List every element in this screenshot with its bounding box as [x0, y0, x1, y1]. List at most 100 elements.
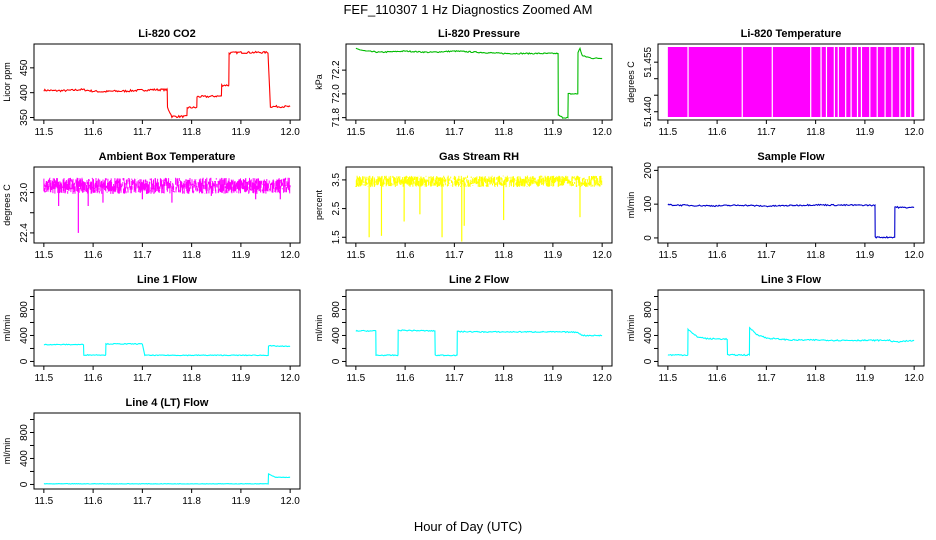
x-tick-label: 11.6 — [396, 127, 415, 138]
x-tick-label: 11.8 — [494, 250, 513, 261]
x-tick-label: 11.8 — [182, 127, 201, 138]
panel-title: Line 3 Flow — [761, 274, 821, 286]
x-tick-label: 11.5 — [346, 127, 365, 138]
x-tick-label: 11.5 — [346, 250, 365, 261]
y-tick-label: 22.4 — [19, 223, 30, 243]
x-tick-label: 11.9 — [856, 127, 875, 138]
panel-title: Li-820 CO2 — [138, 28, 195, 40]
plot-frame — [33, 289, 301, 367]
series-line — [355, 329, 603, 357]
series-line — [43, 473, 291, 485]
x-tick-label: 11.6 — [84, 373, 103, 384]
x-tick-label: 11.6 — [84, 496, 103, 507]
y-tick-label: 400 — [19, 450, 30, 467]
y-tick-label: 350 — [19, 109, 30, 126]
panel-10: Line 4 (LT) Flow ml/min 0 400 800 11.5 11.6 11.… — [2, 397, 301, 507]
panel-title: Line 2 Flow — [449, 274, 509, 286]
x-tick-label: 11.9 — [232, 250, 251, 261]
x-tick-label: 11.7 — [445, 127, 464, 138]
panel-title: Gas Stream RH — [439, 151, 519, 163]
y-tick-label: 400 — [643, 327, 654, 344]
panel-3: Li-820 Temperature degrees C 51.440 51.455 1… — [626, 28, 925, 138]
y-tick-label: 400 — [331, 327, 342, 344]
y-tick-label: 0 — [643, 358, 654, 364]
series-group — [43, 177, 291, 233]
y-tick-label: 0 — [643, 235, 654, 241]
x-tick-label: 12.0 — [904, 373, 924, 384]
panel-title: Line 1 Flow — [137, 274, 197, 286]
x-tick-label: 12.0 — [280, 127, 300, 138]
x-tick-label: 11.7 — [445, 250, 464, 261]
x-tick-label: 12.0 — [280, 373, 300, 384]
series-group — [43, 473, 291, 485]
panel-8: Line 2 Flow ml/min 0 400 800 11.5 11.6 11.7 11.8… — [314, 274, 613, 384]
x-tick-label: 11.6 — [84, 250, 103, 261]
y-tick-label: 400 — [19, 84, 30, 101]
panel-5: Gas Stream RH percent 1.5 2.5 3.5 11.5 11.6 11.… — [314, 151, 613, 261]
panel-4: Ambient Box Temperature degrees C 22.4 23.0… — [2, 151, 301, 261]
panel-2: Li-820 Pressure kPa 71.8 72.0 72.2 11.5 11.6 11… — [314, 28, 613, 138]
y-axis-label: ml/min — [314, 315, 324, 342]
y-tick-label: 0 — [331, 358, 342, 364]
x-tick-label: 11.7 — [445, 373, 464, 384]
x-tick-label: 11.5 — [34, 127, 53, 138]
plot-frame — [345, 166, 613, 244]
x-tick-label: 11.6 — [708, 250, 727, 261]
x-tick-label: 11.9 — [544, 250, 563, 261]
x-tick-label: 11.9 — [856, 250, 875, 261]
panel-title: Li-820 Pressure — [438, 28, 520, 40]
y-tick-label: 3.5 — [331, 173, 342, 187]
y-tick-label: 51.455 — [643, 46, 654, 77]
x-tick-label: 12.0 — [592, 250, 612, 261]
series-fill — [667, 47, 915, 117]
plot-frame — [33, 412, 301, 490]
x-tick-label: 11.8 — [806, 373, 825, 384]
y-axis-label: percent — [314, 189, 324, 220]
series-line — [355, 46, 603, 119]
y-tick-label: 0 — [19, 358, 30, 364]
x-tick-label: 11.8 — [182, 250, 201, 261]
y-tick-label: 72.0 — [331, 84, 342, 104]
y-axis-label: degrees C — [626, 61, 636, 103]
plot-frame — [657, 289, 925, 367]
x-tick-label: 11.7 — [757, 127, 776, 138]
x-tick-label: 11.6 — [396, 373, 415, 384]
x-tick-label: 11.5 — [658, 127, 677, 138]
series-band — [43, 177, 291, 194]
series-group — [667, 47, 915, 117]
plot-frame — [33, 43, 301, 121]
x-tick-label: 11.9 — [232, 373, 251, 384]
x-tick-label: 11.5 — [658, 373, 677, 384]
x-tick-label: 12.0 — [280, 250, 300, 261]
y-tick-label: 200 — [643, 162, 654, 179]
x-tick-label: 11.8 — [806, 127, 825, 138]
x-tick-label: 11.5 — [34, 373, 53, 384]
y-tick-label: 51.440 — [643, 96, 654, 127]
plot-frame — [33, 166, 301, 244]
series-line — [43, 342, 291, 357]
panel-7: Line 1 Flow ml/min 0 400 800 11.5 11.6 11.7 11.8… — [2, 274, 301, 384]
panel-title: Line 4 (LT) Flow — [126, 397, 209, 409]
plot-frame — [657, 166, 925, 244]
x-tick-label: 11.8 — [494, 127, 513, 138]
y-tick-label: 0 — [19, 481, 30, 487]
x-tick-label: 11.7 — [133, 373, 152, 384]
x-tick-label: 11.9 — [232, 496, 251, 507]
series-group — [43, 342, 291, 357]
x-tick-label: 11.7 — [757, 373, 776, 384]
x-tick-label: 11.9 — [544, 127, 563, 138]
x-tick-label: 12.0 — [904, 250, 924, 261]
x-tick-label: 11.7 — [133, 127, 152, 138]
x-tick-label: 11.8 — [182, 496, 201, 507]
y-axis-label: kPa — [314, 74, 324, 90]
y-tick-label: 400 — [19, 327, 30, 344]
y-axis-label: degrees C — [2, 184, 12, 226]
y-tick-label: 1.5 — [331, 230, 342, 244]
y-tick-label: 23.0 — [19, 182, 30, 202]
series-line — [667, 326, 915, 357]
x-tick-label: 11.6 — [708, 127, 727, 138]
y-tick-label: 800 — [19, 424, 30, 441]
x-tick-label: 11.5 — [34, 496, 53, 507]
panel-title: Sample Flow — [757, 151, 825, 163]
